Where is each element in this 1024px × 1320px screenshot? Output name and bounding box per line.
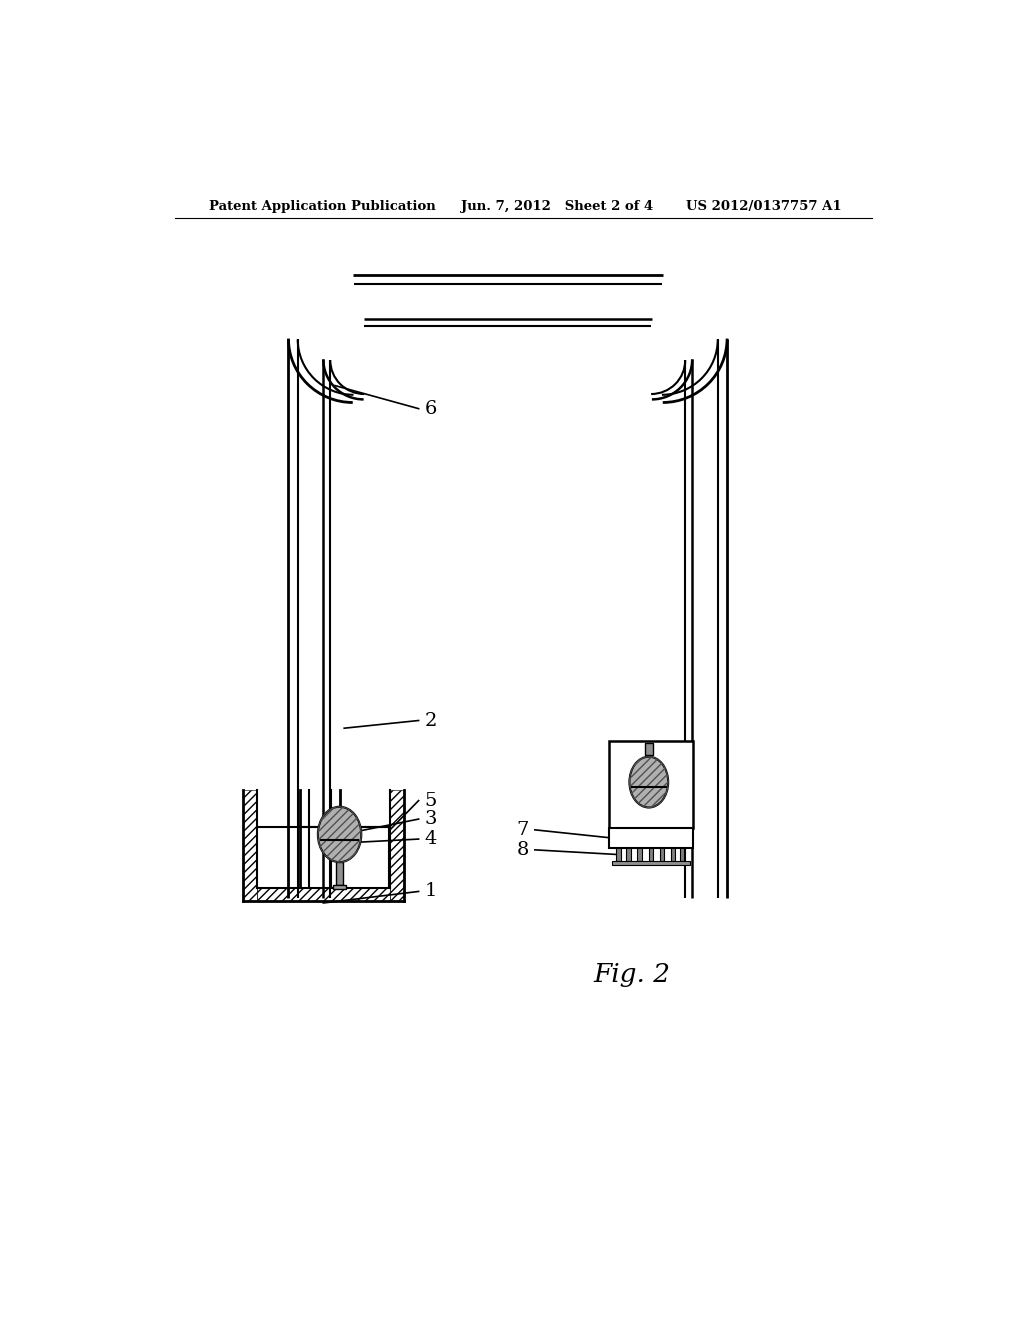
Text: 5: 5 — [425, 792, 437, 809]
Bar — [257, 789, 390, 887]
Bar — [334, 884, 346, 890]
Text: 2: 2 — [425, 711, 437, 730]
Bar — [390, 789, 403, 902]
Bar — [637, 847, 642, 862]
Bar — [257, 887, 390, 902]
Bar — [243, 789, 257, 902]
Bar — [649, 847, 653, 862]
Text: Patent Application Publication: Patent Application Publication — [209, 199, 436, 213]
Bar — [627, 847, 631, 862]
Bar — [609, 829, 693, 847]
Ellipse shape — [317, 807, 361, 862]
Bar — [645, 743, 652, 755]
Text: 8: 8 — [516, 841, 528, 859]
Text: US 2012/0137757 A1: US 2012/0137757 A1 — [686, 199, 842, 213]
Bar — [609, 741, 693, 829]
Bar — [612, 862, 690, 866]
Bar — [336, 862, 343, 884]
Text: Jun. 7, 2012   Sheet 2 of 4: Jun. 7, 2012 Sheet 2 of 4 — [461, 199, 653, 213]
Text: 7: 7 — [516, 821, 528, 838]
Bar — [671, 847, 675, 862]
Text: 6: 6 — [425, 400, 437, 417]
Text: 4: 4 — [425, 830, 437, 847]
Text: 1: 1 — [425, 883, 437, 900]
Ellipse shape — [630, 756, 669, 808]
Bar — [680, 847, 684, 862]
Text: Fig. 2: Fig. 2 — [593, 962, 671, 987]
Bar — [616, 847, 621, 862]
Text: 3: 3 — [425, 810, 437, 828]
Bar — [659, 847, 665, 862]
